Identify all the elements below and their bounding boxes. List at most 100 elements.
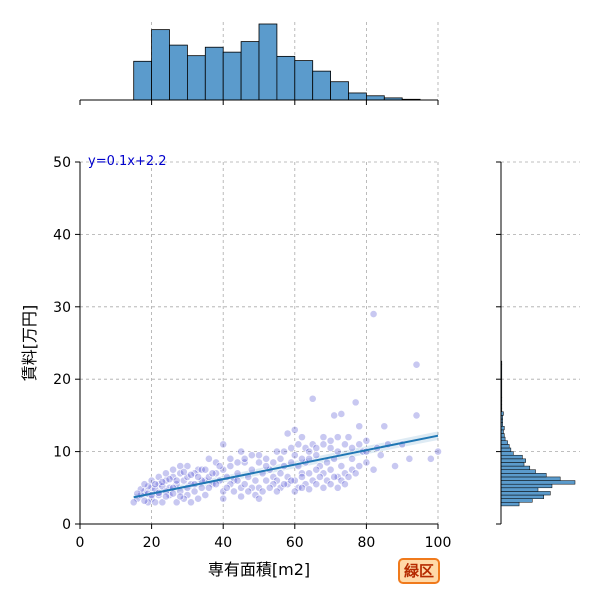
- data-point: [426, 454, 435, 463]
- right-hist-bar: [500, 447, 512, 452]
- top-hist-bar: [258, 23, 278, 101]
- data-point: [255, 451, 263, 460]
- data-point: [222, 483, 231, 492]
- data-point: [265, 483, 274, 492]
- data-point: [333, 447, 342, 456]
- data-point: [190, 487, 199, 496]
- data-point: [169, 465, 177, 474]
- data-point: [165, 475, 174, 484]
- data-point: [233, 476, 242, 485]
- top-hist-bar: [365, 95, 385, 101]
- y-tick-label: 10: [53, 445, 71, 461]
- data-point: [412, 411, 421, 420]
- data-point: [240, 480, 249, 489]
- data-point: [312, 480, 321, 489]
- data-point: [362, 458, 371, 467]
- x-tick-label: 60: [286, 535, 304, 551]
- data-point: [287, 444, 296, 452]
- top-hist-bar: [330, 81, 349, 101]
- data-point: [251, 476, 260, 485]
- data-point: [294, 440, 303, 449]
- top-hist-bar: [186, 55, 206, 101]
- data-point: [323, 458, 331, 467]
- data-point: [179, 467, 188, 476]
- data-point: [369, 465, 378, 474]
- data-point: [326, 436, 335, 445]
- data-point: [162, 469, 170, 478]
- data-point: [348, 444, 356, 452]
- data-point: [287, 476, 296, 485]
- regression-line: [133, 434, 439, 499]
- data-point: [326, 465, 335, 474]
- y-tick-label: 30: [53, 300, 71, 316]
- data-point: [344, 433, 353, 442]
- data-point: [312, 444, 321, 452]
- data-point: [272, 447, 281, 456]
- y-axis-label: 賃料[万円]: [20, 305, 39, 382]
- right-hist-bar: [500, 498, 533, 503]
- data-point: [201, 465, 210, 474]
- right-histogram: [496, 161, 580, 525]
- x-tick-label: 20: [143, 535, 161, 551]
- right-hist-bar: [500, 502, 520, 507]
- data-point: [208, 469, 217, 478]
- data-point: [312, 451, 321, 460]
- data-point: [187, 498, 195, 507]
- data-point: [262, 476, 271, 485]
- data-point: [158, 478, 167, 486]
- data-point: [305, 485, 314, 494]
- data-point: [172, 476, 181, 485]
- top-hist-bar: [204, 46, 224, 101]
- data-point: [204, 454, 213, 463]
- right-hist-bar: [500, 465, 531, 470]
- right-hist-bar: [500, 473, 547, 478]
- data-point: [276, 469, 285, 478]
- data-point: [272, 487, 281, 496]
- top-hist-bar: [276, 55, 296, 101]
- data-point: [219, 440, 228, 449]
- top-hist-bar: [294, 60, 314, 101]
- data-point: [344, 473, 353, 481]
- right-hist-bar: [500, 487, 539, 492]
- data-point: [412, 360, 421, 369]
- right-hist-bar: [500, 462, 525, 467]
- data-point: [290, 451, 299, 460]
- data-point: [326, 480, 335, 489]
- data-point: [230, 487, 238, 496]
- right-hist-bar: [500, 436, 506, 441]
- scatter-plot: 0 20 40 60 80 100 0 10 20 30 40 50 専有面積[m2] 賃料[万円] y=0…: [20, 154, 451, 579]
- data-point: [151, 498, 160, 507]
- data-point: [226, 462, 235, 470]
- right-hist-bar: [500, 491, 551, 496]
- data-point: [405, 454, 414, 463]
- right-hist-bar: [500, 483, 553, 489]
- data-point: [162, 492, 170, 501]
- data-point: [337, 410, 346, 418]
- top-histogram: [79, 22, 439, 105]
- data-point: [337, 462, 346, 470]
- data-point: [319, 433, 328, 442]
- data-point: [305, 447, 314, 456]
- data-point: [258, 487, 267, 496]
- data-point: [333, 433, 342, 442]
- data-point: [298, 483, 306, 492]
- data-point: [312, 465, 321, 474]
- data-point: [326, 444, 335, 452]
- top-hist-bar: [348, 92, 367, 101]
- data-point: [172, 498, 181, 507]
- data-point: [194, 494, 203, 503]
- data-point: [341, 440, 349, 449]
- data-point: [305, 469, 314, 478]
- data-point: [369, 310, 378, 318]
- x-axis-label: 専有面積[m2]: [208, 560, 310, 579]
- x-tick-label: 40: [214, 535, 232, 551]
- regression-equation: y=0.1x+2.2: [88, 154, 167, 169]
- data-point: [237, 492, 245, 501]
- top-hist-bar: [169, 44, 188, 101]
- data-point: [434, 447, 442, 456]
- data-point: [240, 454, 249, 463]
- data-point: [348, 454, 356, 463]
- data-point: [341, 480, 349, 489]
- data-point: [380, 422, 389, 431]
